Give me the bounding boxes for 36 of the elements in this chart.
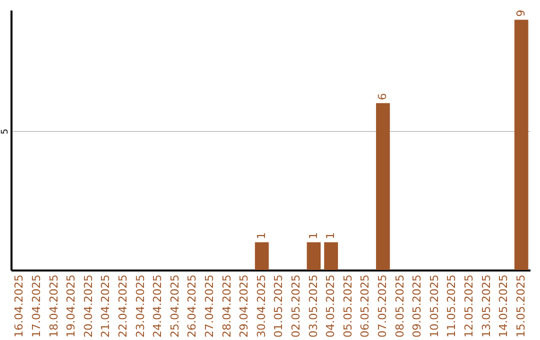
x-tick-label: 27.04.2025	[202, 274, 216, 338]
x-tick-label: 11.05.2025	[445, 274, 458, 338]
x-tick-label: 24.04.2025	[151, 274, 164, 338]
data-label: 1	[324, 232, 338, 240]
x-tick-label: 21.04.2025	[99, 274, 112, 338]
x-tick-label: 01.05.2025	[272, 274, 286, 338]
x-tick-label: 15.05.2025	[514, 274, 528, 338]
x-tick-label: 13.05.2025	[480, 274, 493, 338]
x-tick-label: 28.04.2025	[220, 274, 234, 338]
x-tick-label: 03.05.2025	[306, 274, 320, 338]
data-label: 1	[306, 232, 320, 240]
x-tick-label: 25.04.2025	[168, 274, 182, 338]
x-tick-label: 30.04.2025	[254, 274, 268, 338]
x-tick-label: 14.05.2025	[497, 274, 510, 338]
x-tick-label: 22.04.2025	[116, 274, 130, 338]
x-tick-label: 02.05.2025	[289, 274, 302, 338]
x-tick-label: 04.05.2025	[324, 274, 338, 338]
x-tick-label: 10.05.2025	[428, 274, 441, 338]
x-tick-label: 18.04.2025	[47, 274, 60, 338]
data-label: 1	[254, 232, 268, 240]
x-tick-label: 12.05.2025	[462, 274, 476, 338]
x-tick-label: 16.04.2025	[12, 274, 26, 338]
x-tick-label: 26.04.2025	[186, 274, 199, 338]
x-tick-label: 08.05.2025	[393, 274, 406, 338]
x-tick-label: 29.04.2025	[238, 274, 251, 338]
x-tick-label: 05.05.2025	[341, 274, 354, 338]
x-tick-label: 20.04.2025	[82, 274, 95, 338]
x-tick-label: 09.05.2025	[410, 274, 424, 338]
data-label: 6	[376, 93, 389, 100]
x-tick-label: 07.05.2025	[376, 274, 389, 338]
x-tick-label: 06.05.2025	[358, 274, 372, 338]
data-label: 9	[514, 10, 528, 17]
x-tick-label: 23.04.2025	[134, 274, 147, 338]
x-tick-label: 19.04.2025	[64, 274, 78, 338]
y-tick-label: 5	[0, 128, 10, 134]
x-tick-label: 17.04.2025	[30, 274, 43, 338]
